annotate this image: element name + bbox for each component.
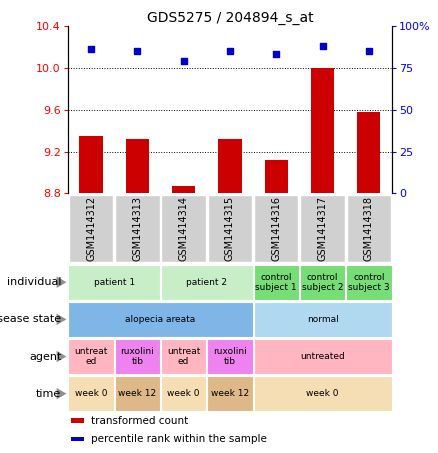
- Text: GSM1414318: GSM1414318: [364, 196, 374, 261]
- Bar: [311, 68, 334, 193]
- Text: untreat
ed: untreat ed: [167, 347, 200, 366]
- Title: GDS5275 / 204894_s_at: GDS5275 / 204894_s_at: [147, 11, 313, 25]
- Text: agent: agent: [29, 352, 61, 361]
- Text: week 12: week 12: [118, 389, 156, 398]
- Text: patient 1: patient 1: [94, 278, 135, 287]
- Text: untreated: untreated: [300, 352, 345, 361]
- Text: ruxolini
tib: ruxolini tib: [213, 347, 247, 366]
- Text: week 12: week 12: [211, 389, 249, 398]
- Bar: [68, 265, 160, 300]
- Text: individual: individual: [7, 277, 61, 287]
- Bar: [161, 339, 206, 374]
- Polygon shape: [57, 388, 67, 400]
- Bar: [208, 195, 252, 262]
- Bar: [115, 339, 160, 374]
- Text: disease state: disease state: [0, 314, 61, 324]
- Bar: [254, 265, 299, 300]
- Bar: [265, 160, 288, 193]
- Bar: [254, 302, 392, 337]
- Bar: [207, 339, 253, 374]
- Bar: [161, 376, 206, 411]
- Polygon shape: [57, 351, 67, 362]
- Text: control
subject 2: control subject 2: [302, 273, 343, 292]
- Point: [365, 48, 372, 55]
- Bar: [162, 195, 206, 262]
- Text: percentile rank within the sample: percentile rank within the sample: [91, 434, 266, 444]
- Point: [226, 48, 233, 55]
- Point: [180, 58, 187, 65]
- Bar: [300, 195, 345, 262]
- Text: week 0: week 0: [167, 389, 200, 398]
- Text: GSM1414316: GSM1414316: [271, 196, 281, 261]
- Bar: [357, 112, 381, 193]
- Text: GSM1414315: GSM1414315: [225, 196, 235, 261]
- Text: GSM1414314: GSM1414314: [179, 196, 189, 261]
- Bar: [126, 139, 149, 193]
- Text: control
subject 3: control subject 3: [348, 273, 390, 292]
- Bar: [161, 265, 253, 300]
- Text: ruxolini
tib: ruxolini tib: [120, 347, 154, 366]
- Bar: [207, 376, 253, 411]
- Text: patient 2: patient 2: [186, 278, 227, 287]
- Point: [319, 42, 326, 49]
- Text: GSM1414313: GSM1414313: [132, 196, 142, 261]
- Text: alopecia areata: alopecia areata: [125, 315, 196, 324]
- Text: week 0: week 0: [75, 389, 107, 398]
- Polygon shape: [57, 313, 67, 325]
- Bar: [71, 419, 84, 423]
- Point: [273, 51, 280, 58]
- Text: week 0: week 0: [306, 389, 339, 398]
- Bar: [69, 195, 113, 262]
- Text: GSM1414317: GSM1414317: [318, 196, 328, 261]
- Bar: [71, 437, 84, 442]
- Bar: [115, 195, 159, 262]
- Point: [88, 46, 95, 53]
- Bar: [346, 195, 391, 262]
- Bar: [68, 302, 253, 337]
- Bar: [219, 139, 241, 193]
- Bar: [254, 376, 392, 411]
- Bar: [254, 339, 392, 374]
- Bar: [300, 265, 345, 300]
- Point: [134, 48, 141, 55]
- Bar: [79, 136, 102, 193]
- Text: untreat
ed: untreat ed: [74, 347, 108, 366]
- Polygon shape: [57, 276, 67, 288]
- Bar: [254, 195, 298, 262]
- Bar: [172, 186, 195, 193]
- Text: control
subject 1: control subject 1: [255, 273, 297, 292]
- Text: GSM1414312: GSM1414312: [86, 196, 96, 261]
- Bar: [68, 376, 114, 411]
- Bar: [68, 339, 114, 374]
- Text: normal: normal: [307, 315, 339, 324]
- Text: transformed count: transformed count: [91, 416, 188, 426]
- Bar: [115, 376, 160, 411]
- Bar: [346, 265, 392, 300]
- Text: time: time: [36, 389, 61, 399]
